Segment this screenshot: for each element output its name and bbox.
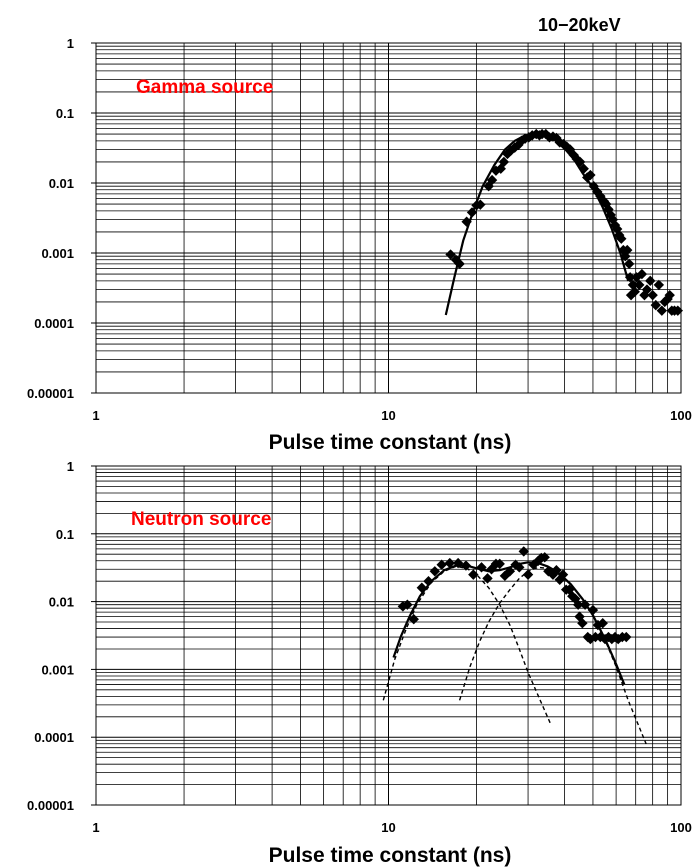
x-tick-label: 100 [670, 408, 692, 423]
y-tick-label: 0.00001 [27, 798, 74, 813]
data-point [423, 576, 433, 586]
y-tick-label: 0.1 [56, 106, 74, 121]
data-point [523, 569, 533, 579]
data-point [654, 280, 664, 290]
gamma-data-points [445, 129, 683, 316]
y-tick-label: 0.01 [49, 176, 74, 191]
total-fit-curve [446, 134, 628, 315]
gamma-source-panel: 1 0.1 0.01 0.001 0.0001 0.00001 1 10 100 Gamma s… [27, 36, 692, 454]
x-tick-label: 100 [670, 820, 692, 835]
gamma-fit-curves [446, 134, 628, 315]
y-tick-label: 0.001 [41, 246, 74, 261]
data-point [417, 583, 427, 593]
data-point [645, 276, 655, 286]
neutron-x-axis-label: Pulse time constant (ns) [269, 844, 512, 867]
energy-range-label: 10−20keV [538, 15, 621, 35]
gamma-source-annotation: Gamma source [136, 77, 273, 98]
y-tick-label: 0.001 [41, 662, 74, 677]
y-tick-label: 1 [67, 36, 74, 51]
data-point [588, 605, 598, 615]
y-tick-label: 0.01 [49, 595, 74, 610]
neutron-tick-labels: 1 0.1 0.01 0.001 0.0001 0.00001 1 10 100 [27, 459, 692, 835]
neutron-source-annotation: Neutron source [131, 509, 271, 530]
y-tick-label: 0.0001 [34, 316, 74, 331]
x-tick-label: 10 [381, 408, 395, 423]
data-point [519, 546, 529, 556]
gamma-x-axis-label: Pulse time constant (ns) [269, 431, 512, 454]
y-tick-label: 0.1 [56, 527, 74, 542]
y-tick-label: 0.00001 [27, 386, 74, 401]
data-point [468, 569, 478, 579]
neutron-source-panel: 1 0.1 0.01 0.001 0.0001 0.00001 1 10 100 Neutron… [27, 459, 692, 867]
x-tick-label: 1 [92, 820, 99, 835]
x-tick-label: 1 [92, 408, 99, 423]
y-tick-label: 0.0001 [34, 730, 74, 745]
component-fit-curve [460, 567, 646, 743]
gamma-tick-labels: 1 0.1 0.01 0.001 0.0001 0.00001 1 10 100 [27, 36, 692, 423]
component-fit-curve [383, 566, 551, 725]
x-tick-label: 10 [381, 820, 395, 835]
y-tick-label: 1 [67, 459, 74, 474]
